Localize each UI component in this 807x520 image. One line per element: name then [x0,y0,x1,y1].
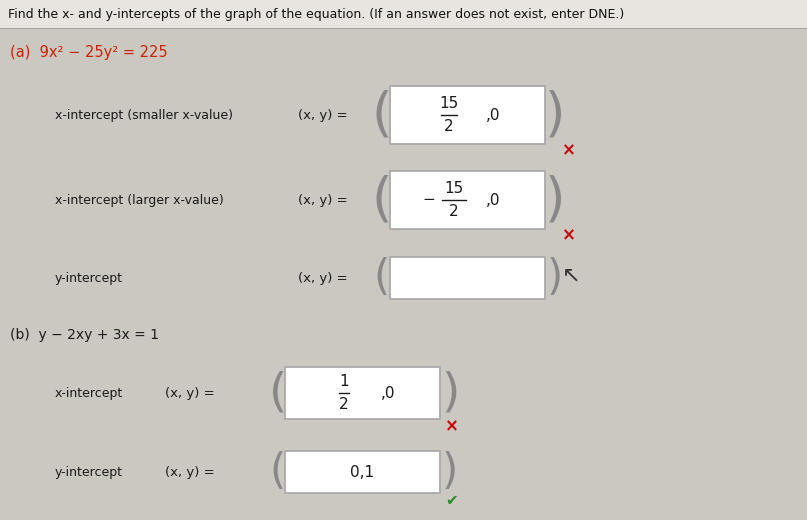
FancyBboxPatch shape [390,86,545,144]
Text: (: ( [374,257,390,299]
Text: (x, y) =: (x, y) = [298,193,348,206]
Text: Find the x- and y-intercepts of the graph of the equation. (If an answer does no: Find the x- and y-intercepts of the grap… [8,7,625,20]
FancyBboxPatch shape [390,257,545,299]
Text: (x, y) =: (x, y) = [165,386,215,399]
Text: 15: 15 [439,96,458,111]
Text: 1: 1 [339,374,349,389]
Text: ×: × [562,226,576,244]
Text: (: ( [372,174,392,226]
Text: x-intercept: x-intercept [55,386,123,399]
Text: x-intercept (larger x-value): x-intercept (larger x-value) [55,193,224,206]
FancyBboxPatch shape [0,0,807,28]
Text: ,0: ,0 [486,108,500,123]
Text: (: ( [372,89,392,141]
Text: ): ) [547,257,563,299]
Text: 15: 15 [444,181,463,196]
Text: ,0: ,0 [381,385,395,400]
Text: (x, y) =: (x, y) = [298,109,348,122]
FancyBboxPatch shape [285,367,440,419]
Text: y-intercept: y-intercept [55,271,123,284]
FancyBboxPatch shape [285,451,440,493]
Text: ): ) [545,89,565,141]
Text: (x, y) =: (x, y) = [298,271,348,284]
Text: ): ) [442,451,458,493]
Text: (b)  y − 2xy + 3x = 1: (b) y − 2xy + 3x = 1 [10,328,159,342]
Text: (: ( [270,451,286,493]
Text: −: − [423,191,436,206]
Text: 2: 2 [339,397,349,412]
Text: ×: × [562,141,576,159]
Text: (a)  9x² − 25y² = 225: (a) 9x² − 25y² = 225 [10,45,168,59]
Text: 0,1: 0,1 [350,464,374,479]
Text: 2: 2 [444,119,454,134]
Text: ): ) [545,174,565,226]
Text: x-intercept (smaller x-value): x-intercept (smaller x-value) [55,109,233,122]
Text: ,0: ,0 [486,192,500,207]
Text: 2: 2 [449,204,458,219]
FancyBboxPatch shape [390,171,545,229]
Text: (x, y) =: (x, y) = [165,465,215,478]
Text: ✔: ✔ [445,492,458,508]
Text: y-intercept: y-intercept [55,465,123,478]
Text: (: ( [269,371,287,415]
Text: ×: × [445,417,459,435]
Text: ↖: ↖ [562,266,580,286]
Text: ): ) [441,371,459,415]
